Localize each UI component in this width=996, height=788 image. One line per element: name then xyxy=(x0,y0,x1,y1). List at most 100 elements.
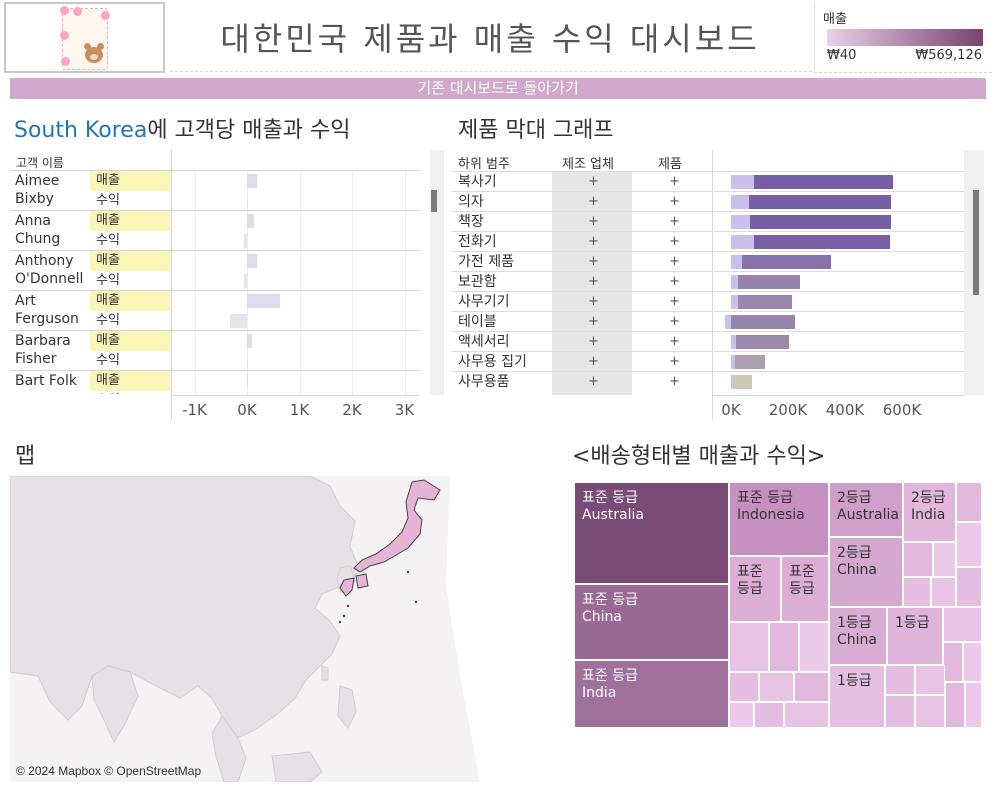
sales-bar[interactable] xyxy=(735,335,789,349)
treemap-cell[interactable] xyxy=(759,672,794,702)
sales-bar[interactable] xyxy=(247,294,280,308)
expand-product-icon[interactable]: + xyxy=(669,314,680,329)
treemap-cell[interactable] xyxy=(943,642,963,682)
treemap-cell[interactable] xyxy=(784,702,829,728)
profit-bar[interactable] xyxy=(731,175,754,189)
treemap-cell[interactable]: 2등급 India xyxy=(903,482,956,542)
treemap-cell[interactable]: 2등급 China xyxy=(829,537,903,607)
treemap-cell[interactable] xyxy=(945,682,965,728)
sales-bar[interactable] xyxy=(247,174,257,188)
treemap-cell[interactable] xyxy=(729,672,759,702)
treemap-cell[interactable]: 1등급 xyxy=(829,665,885,728)
profit-bar[interactable] xyxy=(731,215,751,229)
sales-bar[interactable] xyxy=(750,215,892,229)
treemap-cell[interactable]: 1등급 xyxy=(887,607,943,665)
profit-bar[interactable] xyxy=(243,274,247,288)
expand-product-icon[interactable]: + xyxy=(669,334,680,349)
profit-bar[interactable] xyxy=(230,314,247,328)
treemap-cell[interactable] xyxy=(956,567,982,607)
product-row[interactable]: 사무용 집기 + + xyxy=(452,351,964,371)
expand-product-icon[interactable]: + xyxy=(669,374,680,389)
treemap-cell[interactable] xyxy=(943,607,982,642)
expand-manufacturer-icon[interactable]: + xyxy=(588,254,599,269)
expand-manufacturer-icon[interactable]: + xyxy=(588,194,599,209)
expand-manufacturer-icon[interactable]: + xyxy=(588,334,599,349)
profit-bar[interactable] xyxy=(731,255,743,269)
treemap-cell[interactable]: 2등급 Australia xyxy=(829,482,903,537)
product-row[interactable]: 사무용품 + + xyxy=(452,371,964,391)
expand-manufacturer-icon[interactable]: + xyxy=(588,174,599,189)
expand-manufacturer-icon[interactable]: + xyxy=(588,274,599,289)
treemap-cell[interactable] xyxy=(729,622,769,672)
profit-bar[interactable] xyxy=(731,335,736,349)
profit-bar[interactable] xyxy=(731,295,738,309)
expand-product-icon[interactable]: + xyxy=(669,214,680,229)
product-row[interactable]: 책장 + + xyxy=(452,211,964,231)
treemap-cell[interactable] xyxy=(885,665,915,695)
expand-manufacturer-icon[interactable]: + xyxy=(588,294,599,309)
expand-manufacturer-icon[interactable]: + xyxy=(588,314,599,329)
customer-scrollbar-thumb[interactable] xyxy=(431,190,437,212)
product-row[interactable]: 가전 제품 + + xyxy=(452,251,964,271)
customer-row[interactable]: Aimee Bixby 매출 수익 xyxy=(10,170,420,210)
treemap-cell[interactable]: 표준 등급 Australia xyxy=(574,482,729,584)
sales-bar[interactable] xyxy=(247,254,257,268)
treemap-cell[interactable] xyxy=(956,482,982,522)
sales-bar[interactable] xyxy=(748,195,892,209)
sales-bar[interactable] xyxy=(737,295,793,309)
treemap-cell[interactable] xyxy=(915,665,945,695)
sales-bar[interactable] xyxy=(753,235,891,249)
treemap-cell[interactable] xyxy=(903,577,931,607)
expand-manufacturer-icon[interactable]: + xyxy=(588,374,599,389)
product-row[interactable]: 보관함 + + xyxy=(452,271,964,291)
expand-product-icon[interactable]: + xyxy=(669,254,680,269)
profit-bar[interactable] xyxy=(731,275,738,289)
customer-row[interactable]: Anna Chung 매출 수익 xyxy=(10,210,420,250)
back-to-dashboard-button[interactable]: 기존 대시보드로 돌아가기 xyxy=(10,78,986,99)
expand-product-icon[interactable]: + xyxy=(669,354,680,369)
customer-row[interactable]: Anthony O'Donnell 매출 수익 xyxy=(10,250,420,290)
treemap-cell[interactable] xyxy=(956,522,982,567)
product-row[interactable]: 사무기기 + + xyxy=(452,291,964,311)
product-row[interactable]: 액세서리 + + xyxy=(452,331,964,351)
expand-manufacturer-icon[interactable]: + xyxy=(588,234,599,249)
profit-bar[interactable] xyxy=(731,355,735,369)
product-row[interactable]: 전화기 + + xyxy=(452,231,964,251)
sales-bar[interactable] xyxy=(742,255,832,269)
sales-bar[interactable] xyxy=(247,334,253,348)
expand-manufacturer-icon[interactable]: + xyxy=(588,354,599,369)
profit-bar[interactable] xyxy=(725,315,731,329)
treemap-cell[interactable]: 표준 등급 India xyxy=(574,660,729,728)
product-scrollbar-thumb[interactable] xyxy=(973,190,979,295)
profit-bar[interactable] xyxy=(731,375,734,389)
expand-product-icon[interactable]: + xyxy=(669,174,680,189)
treemap-cell[interactable] xyxy=(931,577,956,607)
sales-bar[interactable] xyxy=(731,315,796,329)
profit-bar[interactable] xyxy=(243,234,247,248)
treemap-cell[interactable] xyxy=(933,542,956,577)
treemap-cell[interactable]: 1등급 China xyxy=(829,607,887,665)
customer-row[interactable]: Art Ferguson 매출 수익 xyxy=(10,290,420,330)
treemap-cell[interactable] xyxy=(754,702,784,728)
expand-product-icon[interactable]: + xyxy=(669,234,680,249)
expand-product-icon[interactable]: + xyxy=(669,294,680,309)
sales-bar[interactable] xyxy=(247,214,255,228)
product-row[interactable]: 의자 + + xyxy=(452,191,964,211)
profit-bar[interactable] xyxy=(731,195,749,209)
treemap-cell[interactable] xyxy=(729,702,754,728)
treemap-cell[interactable] xyxy=(965,682,982,728)
treemap-cell[interactable] xyxy=(794,672,829,702)
profit-bar[interactable] xyxy=(247,194,248,208)
treemap-cell[interactable] xyxy=(799,622,829,672)
product-row[interactable]: 테이블 + + xyxy=(452,311,964,331)
expand-product-icon[interactable]: + xyxy=(669,194,680,209)
treemap-cell[interactable]: 표준 등급 xyxy=(729,556,781,622)
sales-bar[interactable] xyxy=(737,275,800,289)
treemap-cell[interactable]: 표준 등급 China xyxy=(574,584,729,660)
treemap-cell[interactable] xyxy=(769,622,799,672)
profit-bar[interactable] xyxy=(731,235,754,249)
sales-bar[interactable] xyxy=(247,374,248,388)
asia-map[interactable]: © 2024 Mapbox © OpenStreetMap xyxy=(10,476,500,782)
profit-bar[interactable] xyxy=(247,354,248,368)
